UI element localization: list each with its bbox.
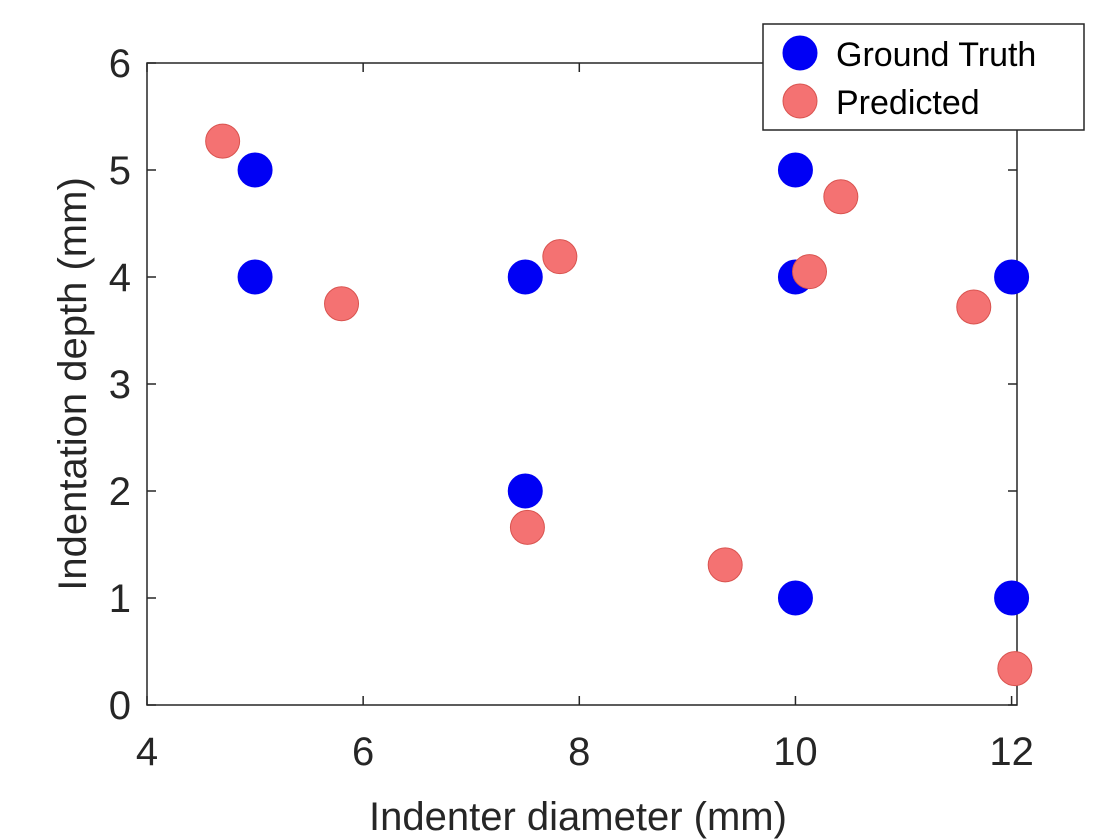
x-tick-label: 10 xyxy=(773,730,818,774)
point-ground-truth xyxy=(507,473,543,509)
legend-label-ground-truth: Ground Truth xyxy=(836,36,1036,74)
point-predicted xyxy=(997,651,1033,687)
x-tick-label: 4 xyxy=(136,730,158,774)
y-axis-label: Indentation depth (mm) xyxy=(51,177,95,591)
point-ground-truth xyxy=(237,152,273,188)
point-ground-truth xyxy=(994,580,1030,616)
legend-marker-ground-truth xyxy=(782,35,818,71)
point-ground-truth xyxy=(237,259,273,295)
y-tick-label: 5 xyxy=(109,149,131,193)
data-points xyxy=(205,123,1033,687)
plot-area xyxy=(146,62,1018,706)
y-tick-label: 1 xyxy=(109,577,131,621)
point-predicted xyxy=(707,547,743,583)
point-predicted xyxy=(324,286,360,322)
y-tick-label: 0 xyxy=(109,684,131,728)
point-predicted xyxy=(542,239,578,275)
x-axis-label: Indenter diameter (mm) xyxy=(369,795,787,839)
point-predicted xyxy=(205,123,241,159)
point-ground-truth xyxy=(777,580,813,616)
point-predicted xyxy=(956,289,992,325)
y-tick-label: 3 xyxy=(109,363,131,407)
legend: Ground Truth Predicted xyxy=(762,23,1085,131)
y-tick-label: 4 xyxy=(109,256,131,300)
y-tick-label: 6 xyxy=(109,42,131,86)
legend-box xyxy=(762,23,1085,131)
point-predicted xyxy=(791,254,827,290)
point-ground-truth xyxy=(507,259,543,295)
point-predicted xyxy=(823,179,859,215)
x-tick-label: 12 xyxy=(989,730,1034,774)
x-tick-label: 8 xyxy=(568,730,590,774)
point-ground-truth xyxy=(994,259,1030,295)
x-tick-label: 6 xyxy=(352,730,374,774)
point-ground-truth xyxy=(777,152,813,188)
legend-marker-predicted xyxy=(782,83,818,119)
y-tick-label: 2 xyxy=(109,470,131,514)
point-predicted xyxy=(509,509,545,545)
legend-label-predicted: Predicted xyxy=(836,84,980,122)
